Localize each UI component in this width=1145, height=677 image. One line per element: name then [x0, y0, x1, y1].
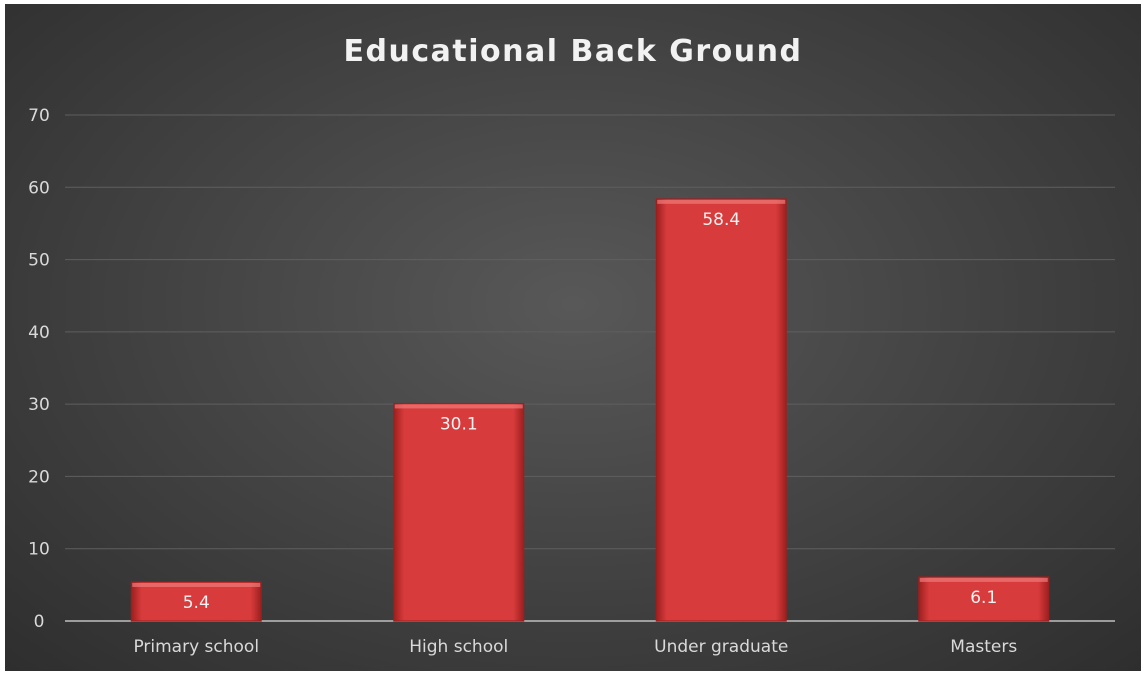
chart-title: Educational Back Ground	[343, 34, 803, 69]
bar-bevel	[657, 199, 786, 204]
bar-rect	[130, 581, 262, 622]
bar-primary-school	[130, 581, 262, 622]
data-label: 5.4	[183, 593, 210, 613]
bar-bevel	[919, 577, 1048, 582]
chart-area: Educational Back Ground 0 10 20 30 40 50 60 70 5…	[5, 4, 1141, 671]
x-category-label: High school	[409, 637, 508, 657]
bar-high-school	[393, 402, 525, 622]
y-tick-label: 30	[28, 395, 50, 415]
y-tick-label: 60	[28, 178, 50, 198]
bar-bevel	[132, 582, 261, 587]
bar-masters	[918, 576, 1050, 622]
y-tick-label: 40	[28, 323, 50, 343]
y-tick-label: 50	[28, 251, 50, 271]
x-category-label: Masters	[950, 637, 1017, 657]
bar-under-graduate	[655, 198, 787, 622]
bar-rect	[655, 198, 787, 622]
x-category-label: Primary school	[133, 637, 259, 657]
data-label: 58.4	[702, 210, 740, 230]
bar-rect	[393, 402, 525, 622]
y-tick-label: 70	[28, 106, 50, 126]
data-label: 6.1	[970, 588, 997, 608]
y-tick-label: 20	[28, 467, 50, 487]
bar-rect	[918, 576, 1050, 622]
y-tick-label: 10	[28, 540, 50, 560]
bar-chart: 0 10 20 30 40 50 60 70 5.4 Primary school 30.1 High…	[28, 106, 1115, 657]
x-category-label: Under graduate	[654, 637, 788, 657]
y-tick-label: 0	[34, 612, 45, 632]
bar-bevel	[394, 404, 523, 409]
data-label: 30.1	[440, 414, 478, 434]
